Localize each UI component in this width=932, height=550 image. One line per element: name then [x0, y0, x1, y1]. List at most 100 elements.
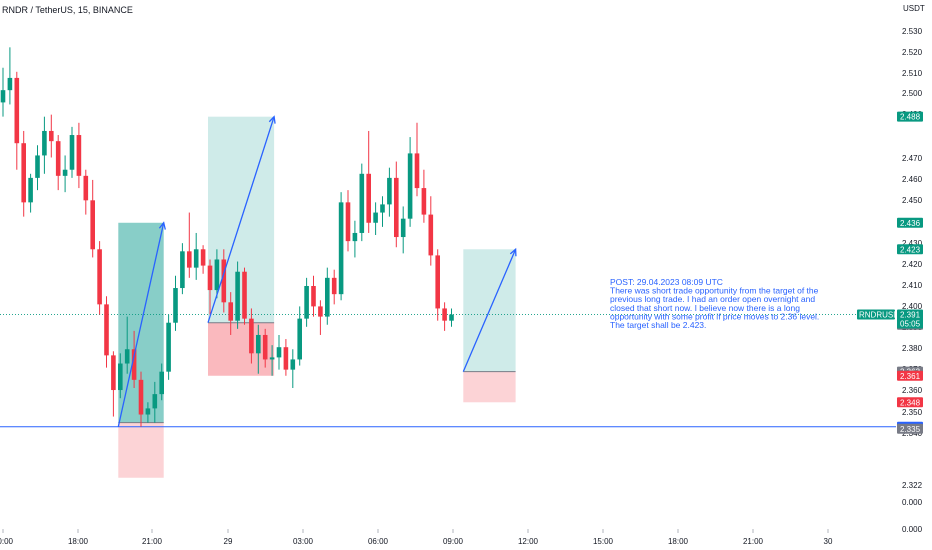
price-tick-label: 2.420	[902, 260, 923, 269]
price-label-box	[897, 423, 923, 434]
candle-body	[49, 130, 54, 142]
candle-body	[159, 371, 164, 395]
candles-layer	[0, 47, 454, 427]
price-tick-label: 2.460	[902, 175, 923, 184]
time-tick-label: 21:00	[142, 537, 163, 546]
arrow-head	[158, 221, 166, 230]
trade-arrow	[117, 222, 165, 427]
candle-body	[42, 130, 47, 156]
candle-body	[166, 322, 171, 372]
time-tick-label: 21:00	[743, 537, 764, 546]
time-tick-label: 15:00	[593, 537, 614, 546]
axis-currency: USDT	[903, 4, 925, 13]
candle-body	[449, 314, 454, 321]
candle-body	[173, 288, 178, 323]
symbol-label-box	[857, 309, 895, 320]
candle-body	[180, 251, 185, 289]
price-label-text: 2.348	[900, 398, 921, 407]
candle-body	[193, 249, 199, 268]
price-axis[interactable]: USDT 2.5302.5202.5102.5002.4902.4702.460…	[857, 4, 925, 534]
price-tick-label: 2.410	[902, 281, 923, 290]
candle-body	[104, 304, 109, 356]
candle-body	[380, 204, 385, 213]
time-tick-label: 03:00	[293, 537, 314, 546]
price-tick-label: 2.510	[902, 69, 923, 78]
time-tick-label: 09:00	[443, 537, 464, 546]
candle-body	[269, 357, 275, 360]
candle-body	[145, 408, 151, 415]
candle-body	[400, 218, 406, 238]
annotation-line: previous long trade. I had an order open…	[610, 294, 815, 304]
price-label-box	[897, 397, 923, 408]
current-price-box	[897, 309, 923, 329]
arrow-head	[509, 247, 517, 257]
price-label-text: 2.488	[900, 113, 921, 122]
candle-body	[111, 355, 116, 391]
chart-title: RNDR / TetherUS, 15, BINANCE	[2, 5, 133, 15]
candle-body	[28, 177, 33, 203]
candle-body	[69, 135, 75, 170]
price-tick-label: 2.350	[902, 408, 923, 417]
price-label-box	[897, 111, 923, 122]
candle-body	[311, 286, 316, 307]
price-tick-label: 2.430	[902, 239, 923, 248]
candle-body	[428, 214, 434, 256]
current-price-text: 2.391	[900, 311, 921, 320]
price-tick-label: 2.500	[902, 89, 923, 98]
candle-body	[262, 334, 268, 360]
time-tick-label: 06:00	[368, 537, 389, 546]
annotation-line: POST: 29.04.2023 08:09 UTC	[610, 277, 723, 287]
candle-body	[228, 302, 233, 321]
time-tick-label: 18:00	[68, 537, 89, 546]
candle-body	[325, 277, 330, 317]
candle-body	[21, 143, 26, 203]
arrows-layer	[117, 115, 517, 427]
position-tools-layer	[118, 116, 516, 478]
candle-body	[366, 173, 371, 223]
candle-body	[290, 359, 296, 370]
candle-body	[131, 349, 137, 380]
candle-body	[221, 259, 227, 303]
candle-body	[14, 77, 20, 144]
candle-body	[0, 90, 6, 103]
candle-body	[138, 379, 144, 415]
candle-body	[235, 271, 240, 321]
price-label-text: 2.436	[900, 219, 921, 228]
candle-body	[407, 153, 413, 219]
candle-body	[318, 306, 323, 317]
candle-body	[283, 347, 289, 370]
price-tick-label: 2.470	[902, 154, 923, 163]
candle-body	[394, 177, 399, 238]
candle-body	[242, 271, 247, 319]
candle-body	[76, 135, 82, 176]
price-tick-label: 2.530	[902, 27, 923, 36]
annotation-line: closed that short now. I believe now the…	[610, 303, 800, 313]
position-loss-zone	[463, 371, 516, 403]
price-tick-label: 2.380	[902, 344, 923, 353]
price-tick-label: 2.360	[902, 386, 923, 395]
time-axis[interactable]: 00:00 18:00 21:00 29 03:00 06:00 09:00 12:00 15:…	[0, 529, 833, 546]
horizontal-line-layer	[0, 314, 896, 428]
candle-body	[297, 318, 302, 360]
price-tick-label: 0.000	[902, 498, 923, 507]
countdown-text: 05:05	[900, 320, 921, 329]
price-label-box	[897, 217, 923, 228]
arrow-head	[268, 115, 276, 124]
candle-body	[97, 249, 102, 305]
annotation-line: There was short trade opportunity from t…	[610, 286, 819, 296]
trade-arrow	[207, 116, 275, 323]
candle-body	[214, 259, 220, 291]
candle-body	[387, 177, 392, 205]
price-label-text: 2.361	[900, 372, 921, 381]
position-loss-zone	[118, 422, 164, 478]
candle-body	[331, 277, 337, 295]
time-tick-label: 29	[224, 537, 233, 546]
candle-body	[7, 77, 13, 91]
price-tick-label: 2.322	[902, 481, 923, 490]
candle-body	[442, 308, 447, 321]
candle-body	[124, 349, 130, 364]
candle-body	[35, 155, 40, 178]
time-tick-label: 18:00	[668, 537, 689, 546]
price-label-box	[897, 244, 923, 255]
